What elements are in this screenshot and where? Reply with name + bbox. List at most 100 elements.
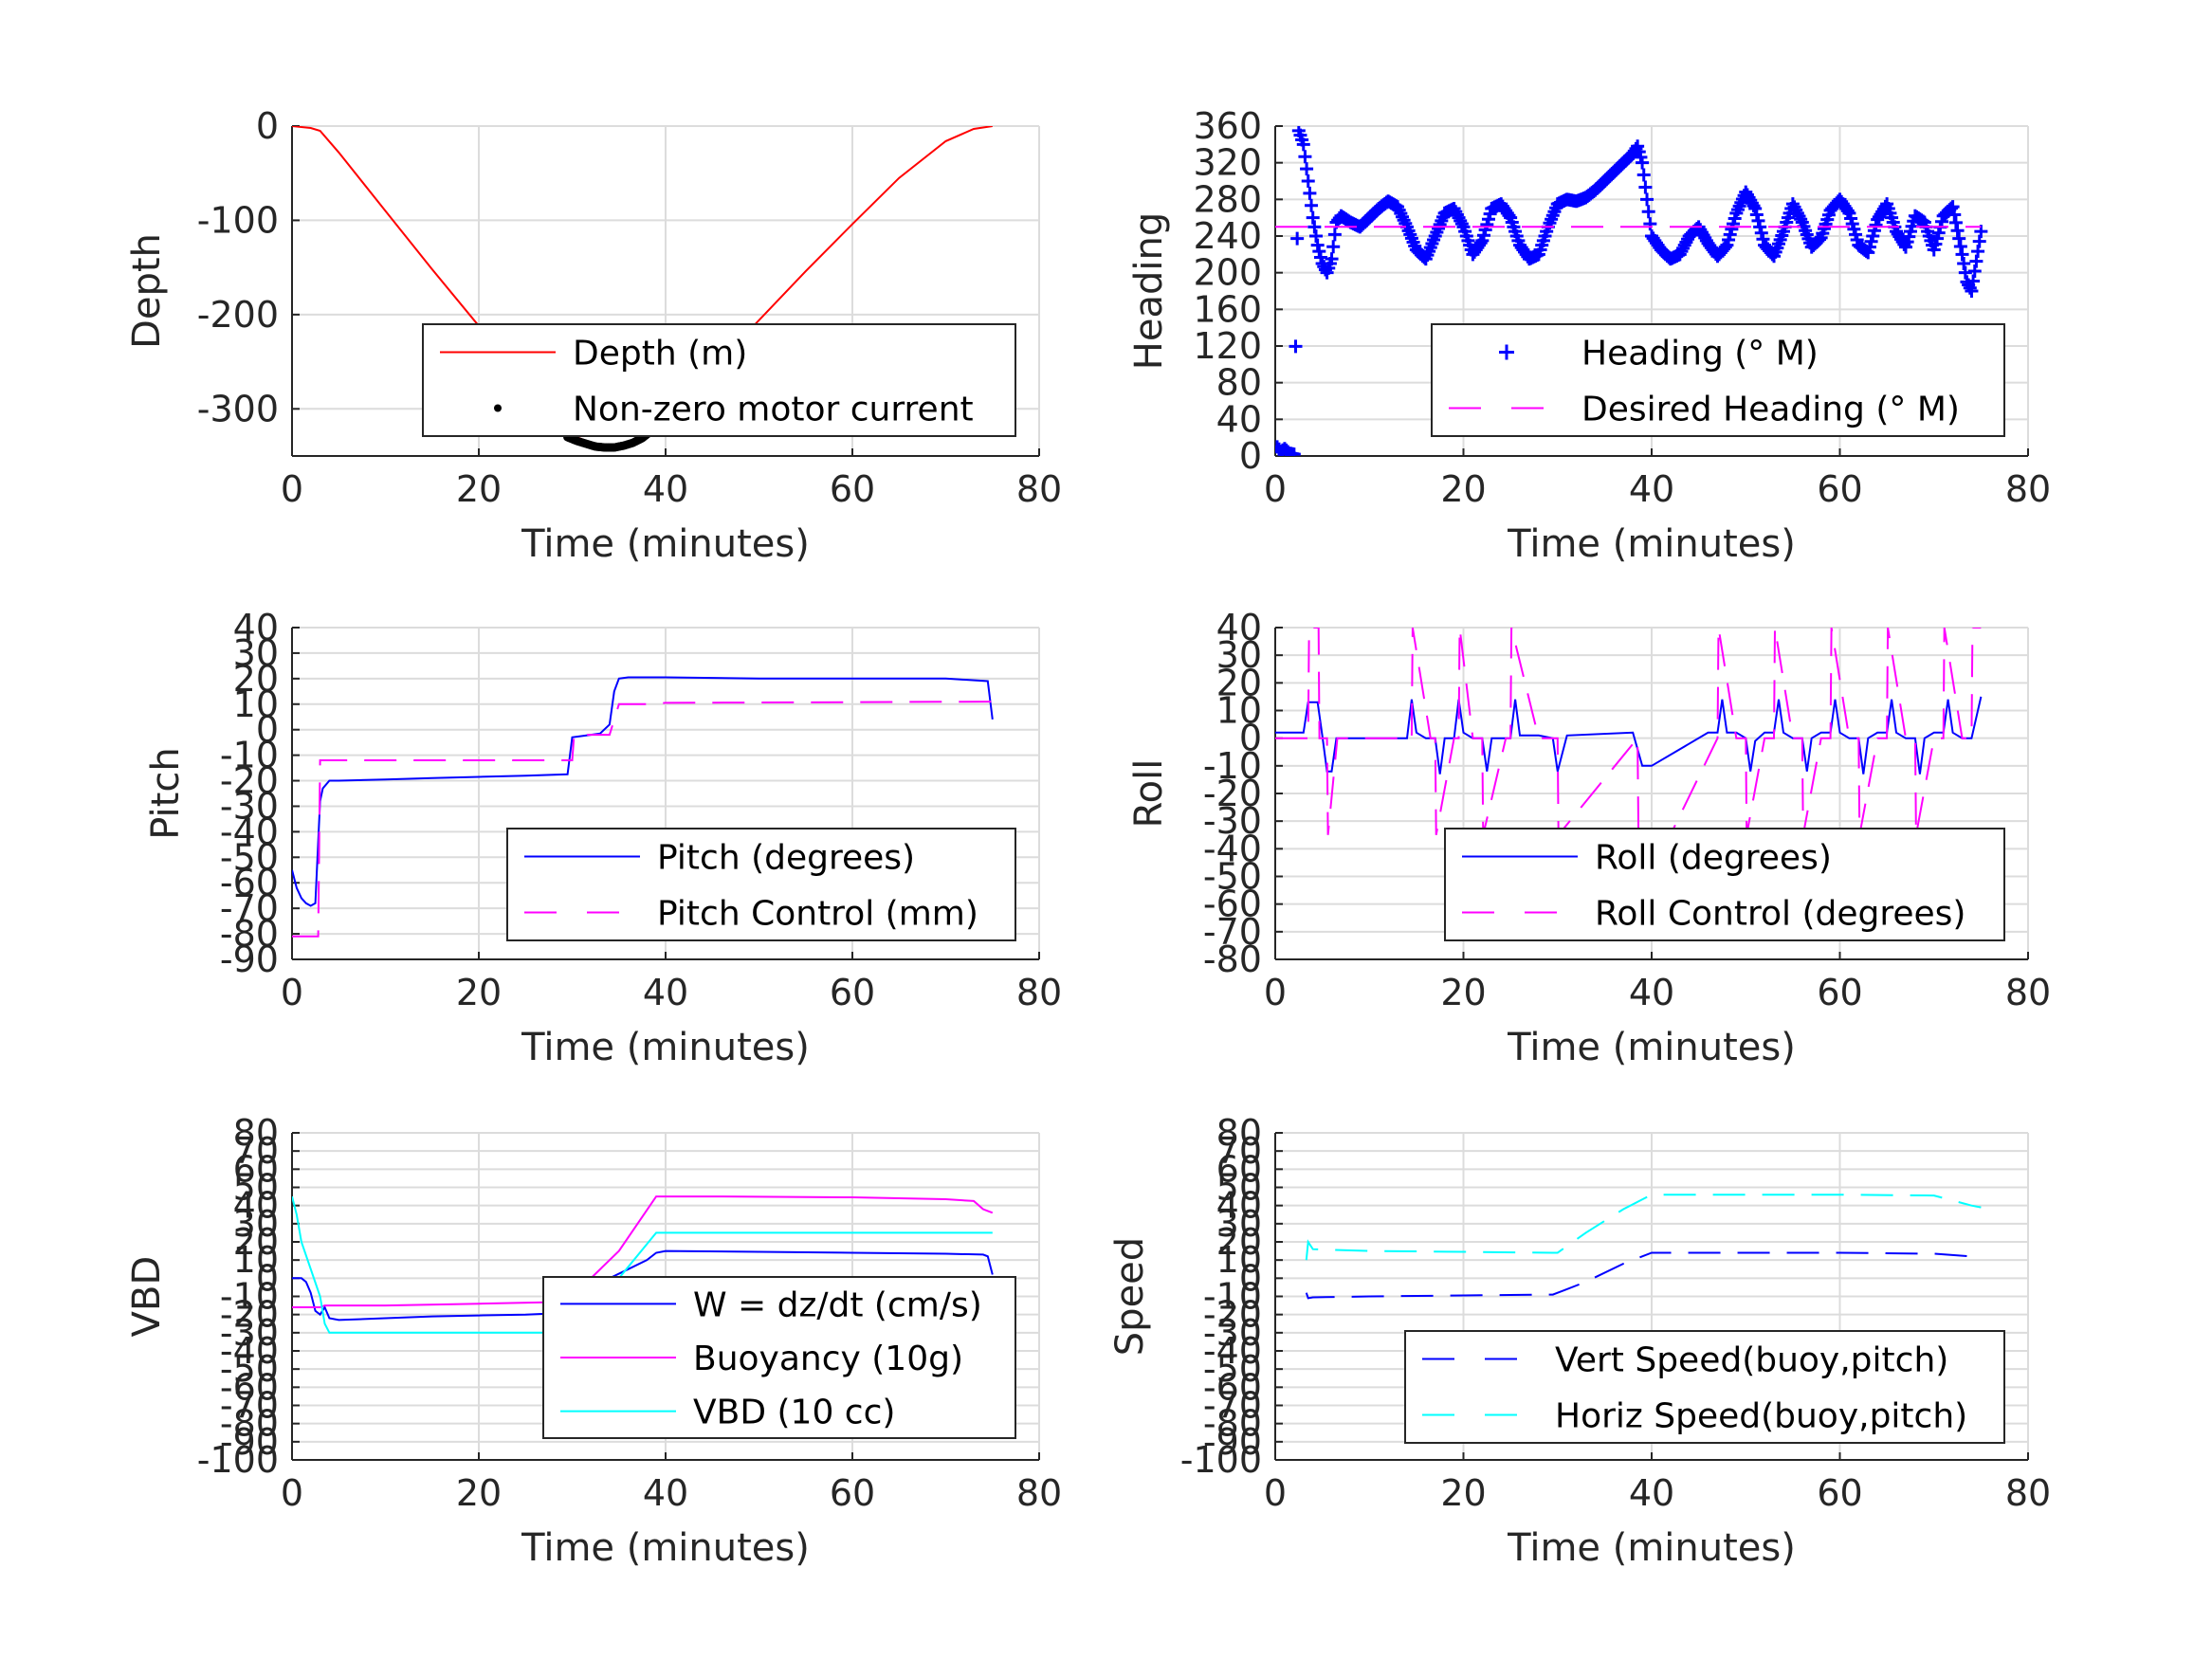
y-tick-label: 40 [1216,607,1262,648]
series-pitch-degrees-line [292,676,994,907]
x-tick-label: 80 [1016,468,1062,510]
chart-speed: 0 20 40 60 8080706050403020100-10-20-30-40-5… [1108,1112,2051,1570]
series-heading-m-marker [1967,264,1982,279]
plot-area [292,676,994,938]
series-vbd-10-cc-line [292,1195,993,1334]
series-heading-m-marker [1636,168,1651,182]
y-tick-label: 80 [1216,1112,1262,1154]
x-tick-label: 60 [1817,972,1862,1013]
y-tick-label: -80 [220,1403,279,1445]
legend-box [1444,828,2005,941]
series-heading-m-marker [1325,252,1339,266]
x-tick-label: 60 [1817,1472,1862,1514]
y-tick-label: 40 [233,607,279,648]
x-tick-label: 60 [1817,468,1862,510]
series-roll-control-degrees-line [1275,628,1982,838]
y-tick-label: -50 [1203,856,1262,898]
y-tick-label: 50 [233,1167,279,1209]
y-tick-label: 40 [1216,398,1262,440]
x-tick-label: 80 [2005,468,2051,510]
chart-roll: 0 20 40 60 80403020100-10-20-30-40-50-60-70-… [1127,607,2051,1069]
series-heading-m-marker [1950,224,1965,238]
series-heading-m-marker [1298,150,1312,164]
series-heading-m-marker [1966,274,1981,288]
y-tick-label: -70 [1203,1385,1262,1427]
x-tick-label: 0 [1264,1472,1287,1514]
series-heading-m-marker [1641,205,1655,219]
legend: Pitch (degrees) Pitch Control (mm) [506,828,1016,941]
series-pitch-control-mm-line [292,701,993,938]
series-heading-m-marker [1305,198,1319,212]
y-tick-label: 80 [1216,362,1262,404]
y-tick-label: 320 [1193,142,1262,184]
y-tick-label: -50 [1203,1348,1262,1390]
y-tick-label: -40 [220,811,279,852]
y-axis-label: Depth [125,233,169,349]
series-heading-m-marker [1972,234,1986,248]
y-tick-label: -200 [197,294,279,336]
y-tick-label: -100 [197,1439,279,1481]
series-heading-m-marker [1754,226,1768,240]
y-tick-label: 80 [233,1112,279,1154]
series-heading-m-marker [1952,231,1966,246]
y-tick-label: -90 [1203,1421,1262,1463]
y-tick-label: 70 [233,1130,279,1172]
y-tick-label: 60 [233,1148,279,1190]
series-heading-m-marker [1969,254,1983,268]
x-tick-label: 20 [1440,468,1486,510]
series-heading-m-marker [1958,265,1972,280]
y-tick-label: -10 [220,1276,279,1318]
series-heading-m-marker [1636,155,1650,170]
series-heading-m-marker [1327,228,1342,242]
series-heading-m-marker [1753,220,1767,234]
y-axis-label: VBD [125,1256,169,1338]
x-tick-label: 20 [456,468,502,510]
y-tick-label: 240 [1193,215,1262,257]
y-tick-label: 360 [1193,105,1262,147]
legend-box [1431,323,2005,437]
x-tick-label: 40 [1629,972,1674,1013]
legend: Vert Speed(buoy,pitch) Horiz Speed(buoy,p… [1404,1330,2005,1444]
y-tick-label: -70 [220,887,279,929]
x-tick-label: 40 [1629,468,1674,510]
y-tick-label: -70 [220,1385,279,1427]
series-heading-m-marker [1948,215,1963,229]
y-tick-label: 160 [1193,288,1262,330]
x-tick-label: 60 [830,468,875,510]
series-heading-m-marker [1947,208,1962,222]
legend-label: W = dz/dt (cm/s) [693,1285,982,1324]
y-tick-label: 20 [233,1221,279,1263]
y-tick-label: 0 [256,1257,279,1299]
series-heading-m-marker [1287,447,1301,456]
legend: Roll (degrees) Roll Control (degrees) [1444,828,2005,941]
series-horiz-speed-buoy-pitch-line [1305,1194,1982,1261]
series-heading-m-marker [1718,240,1732,254]
legend: Depth (m) Non-zero motor current [422,323,1016,437]
y-tick-label: 10 [1216,1239,1262,1281]
series-heading-m-marker [1300,162,1314,176]
legend-label: Buoyancy (10g) [693,1340,963,1378]
y-tick-label: -60 [1203,884,1262,925]
series-heading-m-marker [1296,137,1310,152]
legend-label: Pitch Control (mm) [657,895,978,934]
y-tick-label: -20 [220,760,279,802]
y-tick-label: -10 [1203,1276,1262,1318]
x-axis-label: Time (minutes) [1507,522,1796,566]
series-heading-m-marker [1749,208,1764,222]
x-tick-label: 0 [1264,972,1287,1013]
y-tick-label: 20 [1216,662,1262,703]
plot-area [1275,628,1983,838]
y-tick-label: 20 [1216,1221,1262,1263]
y-tick-label: -50 [220,836,279,878]
series-heading-m-marker [1751,213,1765,228]
y-tick-label: -80 [220,913,279,955]
legend-box [506,828,1016,941]
y-tick-label: -20 [1203,1294,1262,1336]
series-heading-m-marker [1946,200,1960,214]
y-tick-label: 50 [1216,1167,1262,1209]
x-tick-label: 80 [2005,972,2051,1013]
y-axis-label: Speed [1108,1237,1152,1356]
y-tick-label: 0 [256,709,279,751]
x-axis-label: Time (minutes) [521,522,810,566]
y-tick-label: -60 [220,1366,279,1408]
